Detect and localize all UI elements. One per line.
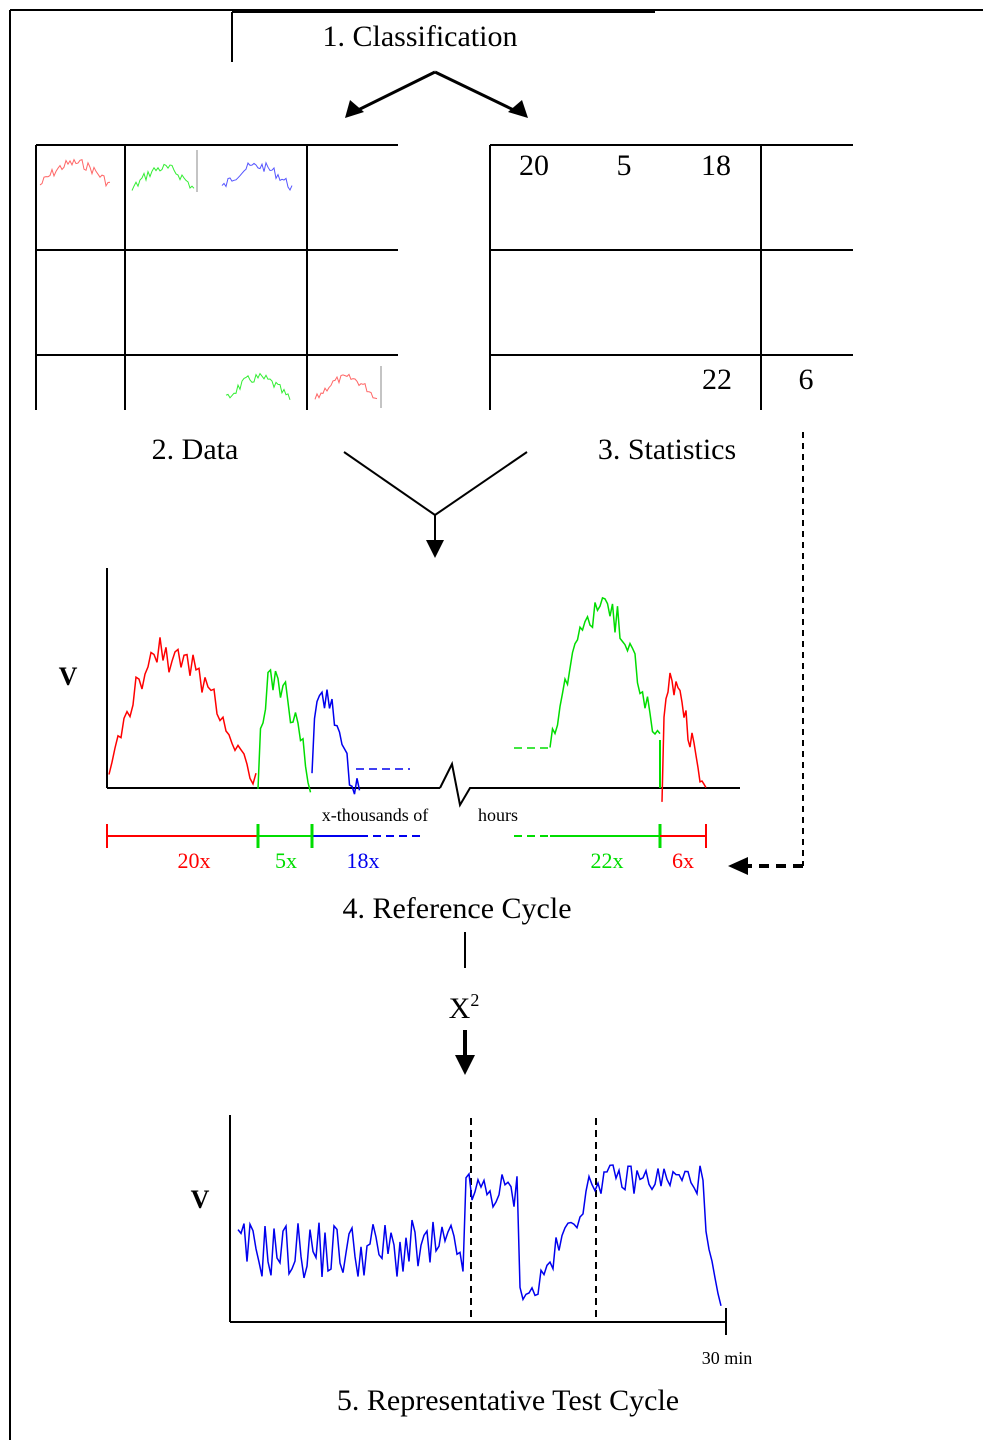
stat-count-5: 6	[799, 363, 814, 396]
test-cycle-trace	[237, 1164, 722, 1306]
reference-trace-blue	[311, 689, 361, 795]
test-y-label: V	[191, 1185, 210, 1214]
data-grid-thumbnails	[39, 150, 382, 408]
reference-trace-green-2	[549, 596, 661, 748]
test-cycle-label: 5. Representative Test Cycle	[337, 1384, 679, 1417]
reference-x-label-right: hours	[478, 805, 518, 825]
statistics-feed-arrow-head	[728, 857, 748, 875]
stat-count-3: 18	[701, 149, 731, 182]
reference-trace-red-2	[661, 672, 707, 802]
chi-square-label: X2	[449, 990, 480, 1025]
segment-label-2: 5x	[275, 848, 297, 873]
data-grid	[35, 144, 398, 410]
thumbnail-trace-blue	[221, 161, 293, 192]
thumbnail-trace-green	[131, 163, 195, 191]
segment-label-4: 22x	[591, 848, 624, 873]
merge-arrow-head	[426, 540, 444, 558]
reference-trace-red	[108, 637, 257, 786]
chi-square-arrow-head	[455, 1055, 475, 1075]
statistics-grid	[489, 144, 853, 410]
statistics-label: 3. Statistics	[598, 433, 736, 466]
segment-label-5: 6x	[672, 848, 694, 873]
reference-chart-axes	[106, 568, 740, 808]
arrow-head-left	[345, 100, 364, 118]
segment-label-1: 20x	[178, 848, 211, 873]
reference-x-label-left: x-thousands of	[322, 805, 429, 825]
thumbnail-trace-green-2	[225, 372, 291, 400]
reference-chart-traces	[108, 596, 707, 802]
reference-trace-green	[257, 668, 312, 793]
arrow-head-right	[508, 100, 528, 118]
classification-split-arrows	[349, 70, 523, 116]
thumbnail-trace-red	[39, 158, 111, 188]
stat-count-1: 20	[519, 149, 549, 182]
data-label: 2. Data	[152, 433, 239, 466]
reference-segment-bar	[106, 824, 707, 848]
test-x-end-label: 30 min	[702, 1348, 753, 1368]
stat-count-2: 5	[617, 149, 632, 182]
merge-arrows	[343, 451, 528, 540]
segment-label-3: 18x	[347, 848, 380, 873]
test-chart-phase-dividers	[470, 1118, 597, 1322]
stat-count-4: 22	[702, 363, 732, 396]
thumbnail-trace-red-2	[314, 373, 378, 400]
statistics-feed-arrow	[745, 432, 804, 868]
reference-y-label: V	[59, 662, 78, 691]
test-chart-axes	[229, 1115, 727, 1335]
reference-cycle-label: 4. Reference Cycle	[342, 892, 571, 925]
outer-frame	[9, 9, 983, 1440]
classification-label: 1. Classification	[323, 20, 518, 53]
